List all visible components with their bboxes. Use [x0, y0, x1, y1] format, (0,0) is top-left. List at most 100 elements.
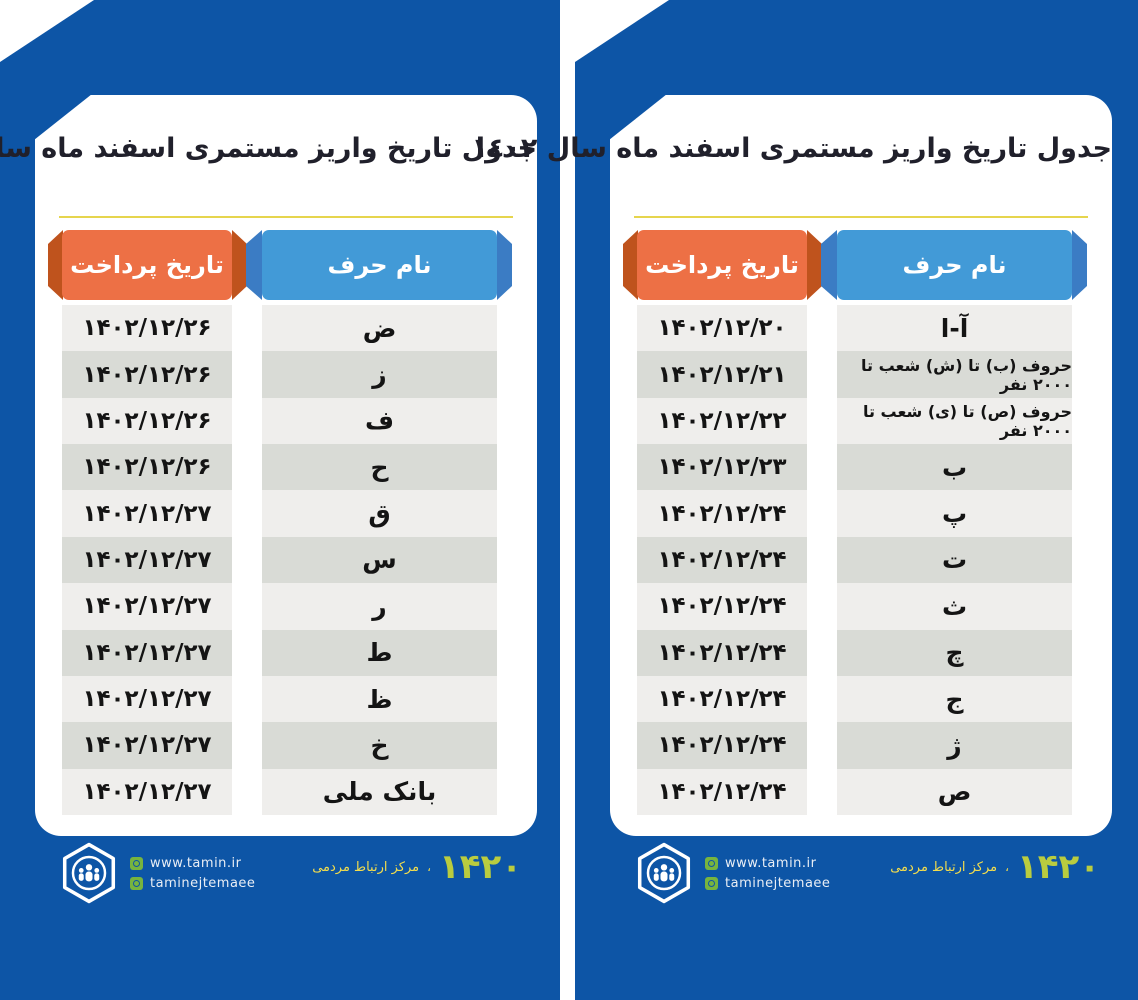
footer-links: www.tamin.ir taminejtemaee	[130, 856, 255, 891]
payment-date-cell: ۱۴۰۲/۱۲/۲۶	[62, 305, 232, 352]
payment-date-cell: ۱۴۰۲/۱۲/۲۷	[62, 629, 232, 676]
payment-date-cell: ۱۴۰۲/۱۲/۲۴	[637, 536, 807, 584]
header-ribbon-end	[821, 230, 837, 300]
column-header-letter-name: نام حرف	[262, 230, 497, 300]
letter-name-cell: آ-ا	[837, 305, 1072, 352]
payment-date-cell: ۱۴۰۲/۱۲/۲۷	[62, 490, 232, 537]
letter-name-cell: ض	[262, 305, 497, 352]
table-row: ۱۴۰۲/۱۲/۲۶ ح	[35, 444, 537, 491]
column-header-payment-date: تاریخ پرداخت	[62, 230, 232, 300]
table-row: ۱۴۰۲/۱۲/۲۷ ظ	[35, 675, 537, 723]
payment-date-cell: ۱۴۰۲/۱۲/۲۴	[637, 675, 807, 723]
table-body: ۱۴۰۲/۱۲/۲۰ آ-ا ۱۴۰۲/۱۲/۲۱ حروف (ب) تا (ش…	[610, 305, 1112, 815]
payment-date-cell: ۱۴۰۲/۱۲/۲۶	[62, 397, 232, 445]
hotline: مرکز ارتباط مردمی ، ۱۴۲۰	[890, 850, 1100, 884]
letter-name-cell: خ	[262, 722, 497, 769]
table-row: ۱۴۰۲/۱۲/۲۷ ط	[35, 629, 537, 676]
instagram-handle: taminejtemaee	[150, 875, 256, 891]
table-row: ۱۴۰۲/۱۲/۲۲ حروف (ص) تا (ی) شعب تا ۲۰۰۰ ن…	[610, 397, 1112, 445]
footer: www.tamin.ir taminejtemaee مرکز ارتباط م…	[0, 840, 560, 910]
footer-links: www.tamin.ir taminejtemaee	[705, 856, 830, 891]
payment-date-cell: ۱۴۰۲/۱۲/۲۴	[637, 629, 807, 676]
table-card: جدول تاریخ واریز مستمری اسفند ماه سال ١٤…	[471, 94, 1113, 836]
header-ribbon-end	[232, 230, 247, 300]
payment-date-cell: ۱۴۰۲/۱۲/۲۲	[637, 397, 807, 445]
letter-name-cell: ژ	[837, 722, 1072, 769]
table-body: ۱۴۰۲/۱۲/۲۶ ض ۱۴۰۲/۱۲/۲۶ ز ۱۴۰۲/۱۲/۲۶ ف ۱…	[35, 305, 537, 815]
table-row: ۱۴۰۲/۱۲/۲۷ ق	[35, 490, 537, 537]
website-url: www.tamin.ir	[150, 855, 242, 871]
hotline-number: ۱۴۲۰	[1016, 847, 1100, 887]
camera-icon	[705, 876, 718, 890]
hotline-label: مرکز ارتباط مردمی	[312, 859, 420, 875]
payment-date-cell: ۱۴۰۲/۱۲/۲۴	[637, 583, 807, 630]
payment-date-cell: ۱۴۰۲/۱۲/۲۴	[637, 490, 807, 537]
letter-name-cell: چ	[837, 629, 1072, 676]
letter-name-cell: ص	[837, 768, 1072, 815]
table-row: ۱۴۰۲/۱۲/۲۴ ت	[610, 536, 1112, 584]
globe-icon	[130, 856, 143, 870]
payment-date-cell: ۱۴۰۲/۱۲/۲۷	[62, 675, 232, 723]
letter-name-cell: بانک ملی	[262, 768, 497, 815]
payment-date-cell: ۱۴۰۲/۱۲/۲۶	[62, 351, 232, 398]
letter-name-cell: ق	[262, 490, 497, 537]
page-title: جدول تاریخ واریز مستمری اسفند ماه سال ١٤…	[0, 133, 538, 164]
table-row: ۱۴۰۲/۱۲/۲۱ حروف (ب) تا (ش) شعب تا ۲۰۰۰ ن…	[610, 351, 1112, 398]
yellow-divider	[634, 216, 1088, 218]
letter-name-cell: ث	[837, 583, 1072, 630]
table-row: ۱۴۰۲/۱۲/۲۷ ر	[35, 583, 537, 630]
panel-left: جدول تاریخ واریز مستمری اسفند ماه سال ١٤…	[0, 0, 560, 1000]
table-row: ۱۴۰۲/۱۲/۲۶ ف	[35, 397, 537, 445]
header-ribbon-end	[807, 230, 822, 300]
table-row: ۱۴۰۲/۱۲/۲۴ چ	[610, 629, 1112, 676]
payment-date-cell: ۱۴۰۲/۱۲/۲۷	[62, 583, 232, 630]
panel-right: جدول تاریخ واریز مستمری اسفند ماه سال ١٤…	[471, 0, 1138, 1000]
payment-date-cell: ۱۴۰۲/۱۲/۲۷	[62, 722, 232, 769]
hotline-label: مرکز ارتباط مردمی	[890, 859, 998, 875]
website-link: www.tamin.ir	[705, 856, 830, 871]
header-ribbon-end	[48, 230, 63, 300]
yellow-divider	[59, 216, 513, 218]
header-ribbon-end	[246, 230, 262, 300]
table-row: ۱۴۰۲/۱۲/۲۴ ژ	[610, 722, 1112, 769]
payment-date-cell: ۱۴۰۲/۱۲/۲۴	[637, 768, 807, 815]
header-ribbon-end	[623, 230, 638, 300]
table-row: ۱۴۰۲/۱۲/۲۴ ث	[610, 583, 1112, 630]
tamin-logo-icon	[62, 842, 116, 904]
letter-name-cell: پ	[837, 490, 1072, 537]
instagram-link: taminejtemaee	[705, 876, 830, 891]
table-row: ۱۴۰۲/۱۲/۲۴ ص	[610, 768, 1112, 815]
letter-name-cell: ر	[262, 583, 497, 630]
payment-date-cell: ۱۴۰۲/۱۲/۲۰	[637, 305, 807, 352]
payment-date-cell: ۱۴۰۲/۱۲/۲۶	[62, 444, 232, 491]
letter-name-cell: ب	[837, 444, 1072, 491]
table-row: ۱۴۰۲/۱۲/۲۳ ب	[610, 444, 1112, 491]
letter-name-cell: ز	[262, 351, 497, 398]
payment-date-cell: ۱۴۰۲/۱۲/۲۷	[62, 536, 232, 584]
hotline: مرکز ارتباط مردمی ، ۱۴۲۰	[312, 850, 522, 884]
table-row: ۱۴۰۲/۱۲/۲۷ بانک ملی	[35, 768, 537, 815]
instagram-link: taminejtemaee	[130, 876, 255, 891]
payment-date-cell: ۱۴۰۲/۱۲/۲۳	[637, 444, 807, 491]
website-link: www.tamin.ir	[130, 856, 255, 871]
header-ribbon-end	[1072, 230, 1087, 300]
letter-name-cell: حروف (ص) تا (ی) شعب تا ۲۰۰۰ نفر	[837, 397, 1072, 445]
hotline-number: ۱۴۲۰	[438, 847, 522, 887]
website-url: www.tamin.ir	[725, 855, 817, 871]
letter-name-cell: ح	[262, 444, 497, 491]
footer-brand: www.tamin.ir taminejtemaee	[58, 842, 255, 904]
instagram-handle: taminejtemaee	[725, 875, 831, 891]
table-row: ۱۴۰۲/۱۲/۲۷ خ	[35, 722, 537, 769]
payment-date-cell: ۱۴۰۲/۱۲/۲۴	[637, 722, 807, 769]
globe-icon	[705, 856, 718, 870]
hotline-separator: ،	[1005, 860, 1009, 874]
letter-name-cell: س	[262, 536, 497, 584]
letter-name-cell: ت	[837, 536, 1072, 584]
letter-name-cell: حروف (ب) تا (ش) شعب تا ۲۰۰۰ نفر	[837, 351, 1072, 398]
letter-name-cell: ظ	[262, 675, 497, 723]
header-ribbon-end	[497, 230, 512, 300]
hotline-separator: ،	[427, 860, 431, 874]
letter-name-cell: ط	[262, 629, 497, 676]
table-row: ۱۴۰۲/۱۲/۲۰ آ-ا	[610, 305, 1112, 352]
